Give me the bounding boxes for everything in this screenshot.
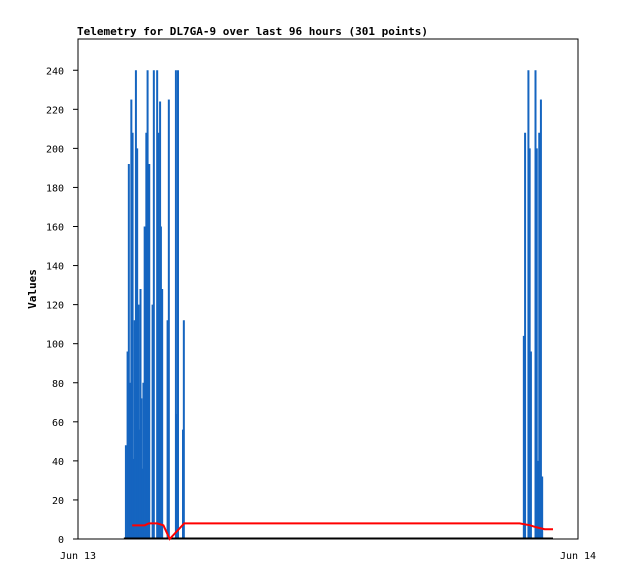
line-series (132, 522, 553, 541)
bar (524, 132, 527, 539)
bar (529, 351, 532, 539)
bar (156, 70, 159, 539)
y-tick-label: 0 (58, 535, 64, 546)
bar-series (124, 70, 544, 539)
bar (541, 476, 544, 539)
bar (167, 99, 170, 539)
y-axis: 0 20 40 60 80 100 120 140 160 180 200 220 240 (46, 66, 78, 546)
bar (152, 70, 155, 539)
x-axis: Jun 13 Jun 14 (60, 551, 596, 562)
y-tick-label: 240 (46, 66, 64, 77)
bar (537, 460, 539, 539)
bar (142, 382, 145, 539)
bar (182, 320, 185, 539)
bar (527, 70, 530, 539)
y-tick-label: 60 (52, 418, 64, 429)
bar (131, 132, 134, 539)
bar (175, 414, 178, 539)
y-tick-label: 80 (52, 379, 64, 390)
y-tick-label: 140 (46, 262, 64, 273)
y-tick-label: 160 (46, 223, 64, 234)
y-tick-label: 20 (52, 496, 64, 507)
bar (522, 335, 525, 539)
bar (159, 226, 162, 539)
y-axis-label: Values (26, 269, 39, 309)
bar (141, 468, 144, 539)
bar (535, 148, 538, 539)
bar (534, 70, 537, 539)
bar (148, 164, 151, 539)
x-tick-label-end: Jun 14 (560, 551, 596, 562)
bar (177, 70, 179, 539)
bar (528, 148, 531, 539)
y-tick-label: 180 (46, 183, 64, 194)
y-tick-label: 40 (52, 457, 64, 468)
bar (166, 320, 169, 539)
bar (539, 99, 542, 539)
bar (538, 132, 541, 539)
bar (137, 304, 140, 539)
bar (127, 164, 130, 539)
bar (174, 70, 177, 539)
y-tick-label: 200 (46, 144, 64, 155)
chart-title: Telemetry for DL7GA-9 over last 96 hours… (77, 25, 428, 38)
y-tick-label: 120 (46, 301, 64, 312)
bar (130, 99, 133, 539)
bar (136, 148, 139, 539)
y-tick-label: 100 (46, 340, 64, 351)
x-tick-label-start: Jun 13 (60, 551, 96, 562)
bar (151, 304, 154, 539)
bar (124, 445, 127, 539)
bar (129, 382, 132, 539)
bar (134, 70, 137, 539)
bar (145, 132, 148, 539)
bar (161, 289, 164, 539)
bar (133, 320, 136, 539)
y-tick-label: 220 (46, 105, 64, 116)
bar (126, 351, 129, 539)
